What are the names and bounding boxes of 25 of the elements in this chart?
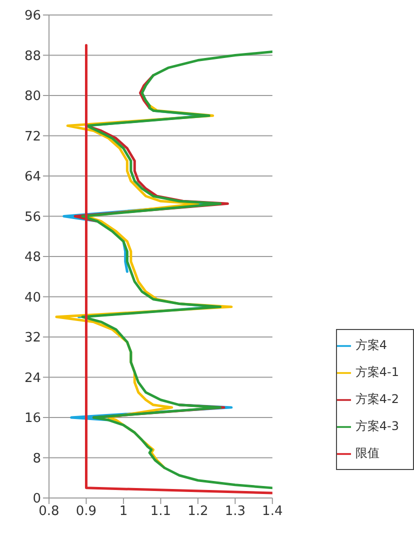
legend-label: 方案4-2 (355, 392, 399, 406)
y-tick-label: 8 (32, 451, 41, 466)
x-tick-label: 1.4 (262, 504, 283, 520)
legend-label: 方案4 (355, 338, 388, 352)
y-tick-label: 96 (24, 8, 41, 24)
y-tick-label: 24 (24, 370, 41, 386)
y-tick-label: 16 (24, 411, 41, 426)
x-tick-label: 1.3 (224, 504, 246, 520)
y-tick-label: 88 (24, 48, 41, 64)
y-tick-label: 64 (24, 170, 41, 185)
x-tick-label: 1 (119, 504, 128, 520)
x-tick-label: 1.2 (188, 504, 208, 520)
legend-label: 方案4-3 (355, 419, 399, 433)
legend-label: 方案4-1 (355, 365, 399, 379)
y-tick-label: 72 (24, 129, 41, 144)
y-tick-label: 32 (24, 330, 41, 346)
legend-label: 限值 (355, 446, 380, 460)
x-tick-label: 0.8 (38, 504, 60, 520)
y-tick-label: 80 (24, 89, 41, 104)
y-tick-label: 48 (24, 250, 41, 266)
y-tick-label: 56 (24, 210, 41, 225)
x-tick-label: 1.1 (150, 504, 172, 520)
y-tick-label: 0 (32, 492, 41, 507)
y-tick-label: 40 (24, 290, 41, 306)
x-tick-label: 0.9 (76, 504, 97, 520)
